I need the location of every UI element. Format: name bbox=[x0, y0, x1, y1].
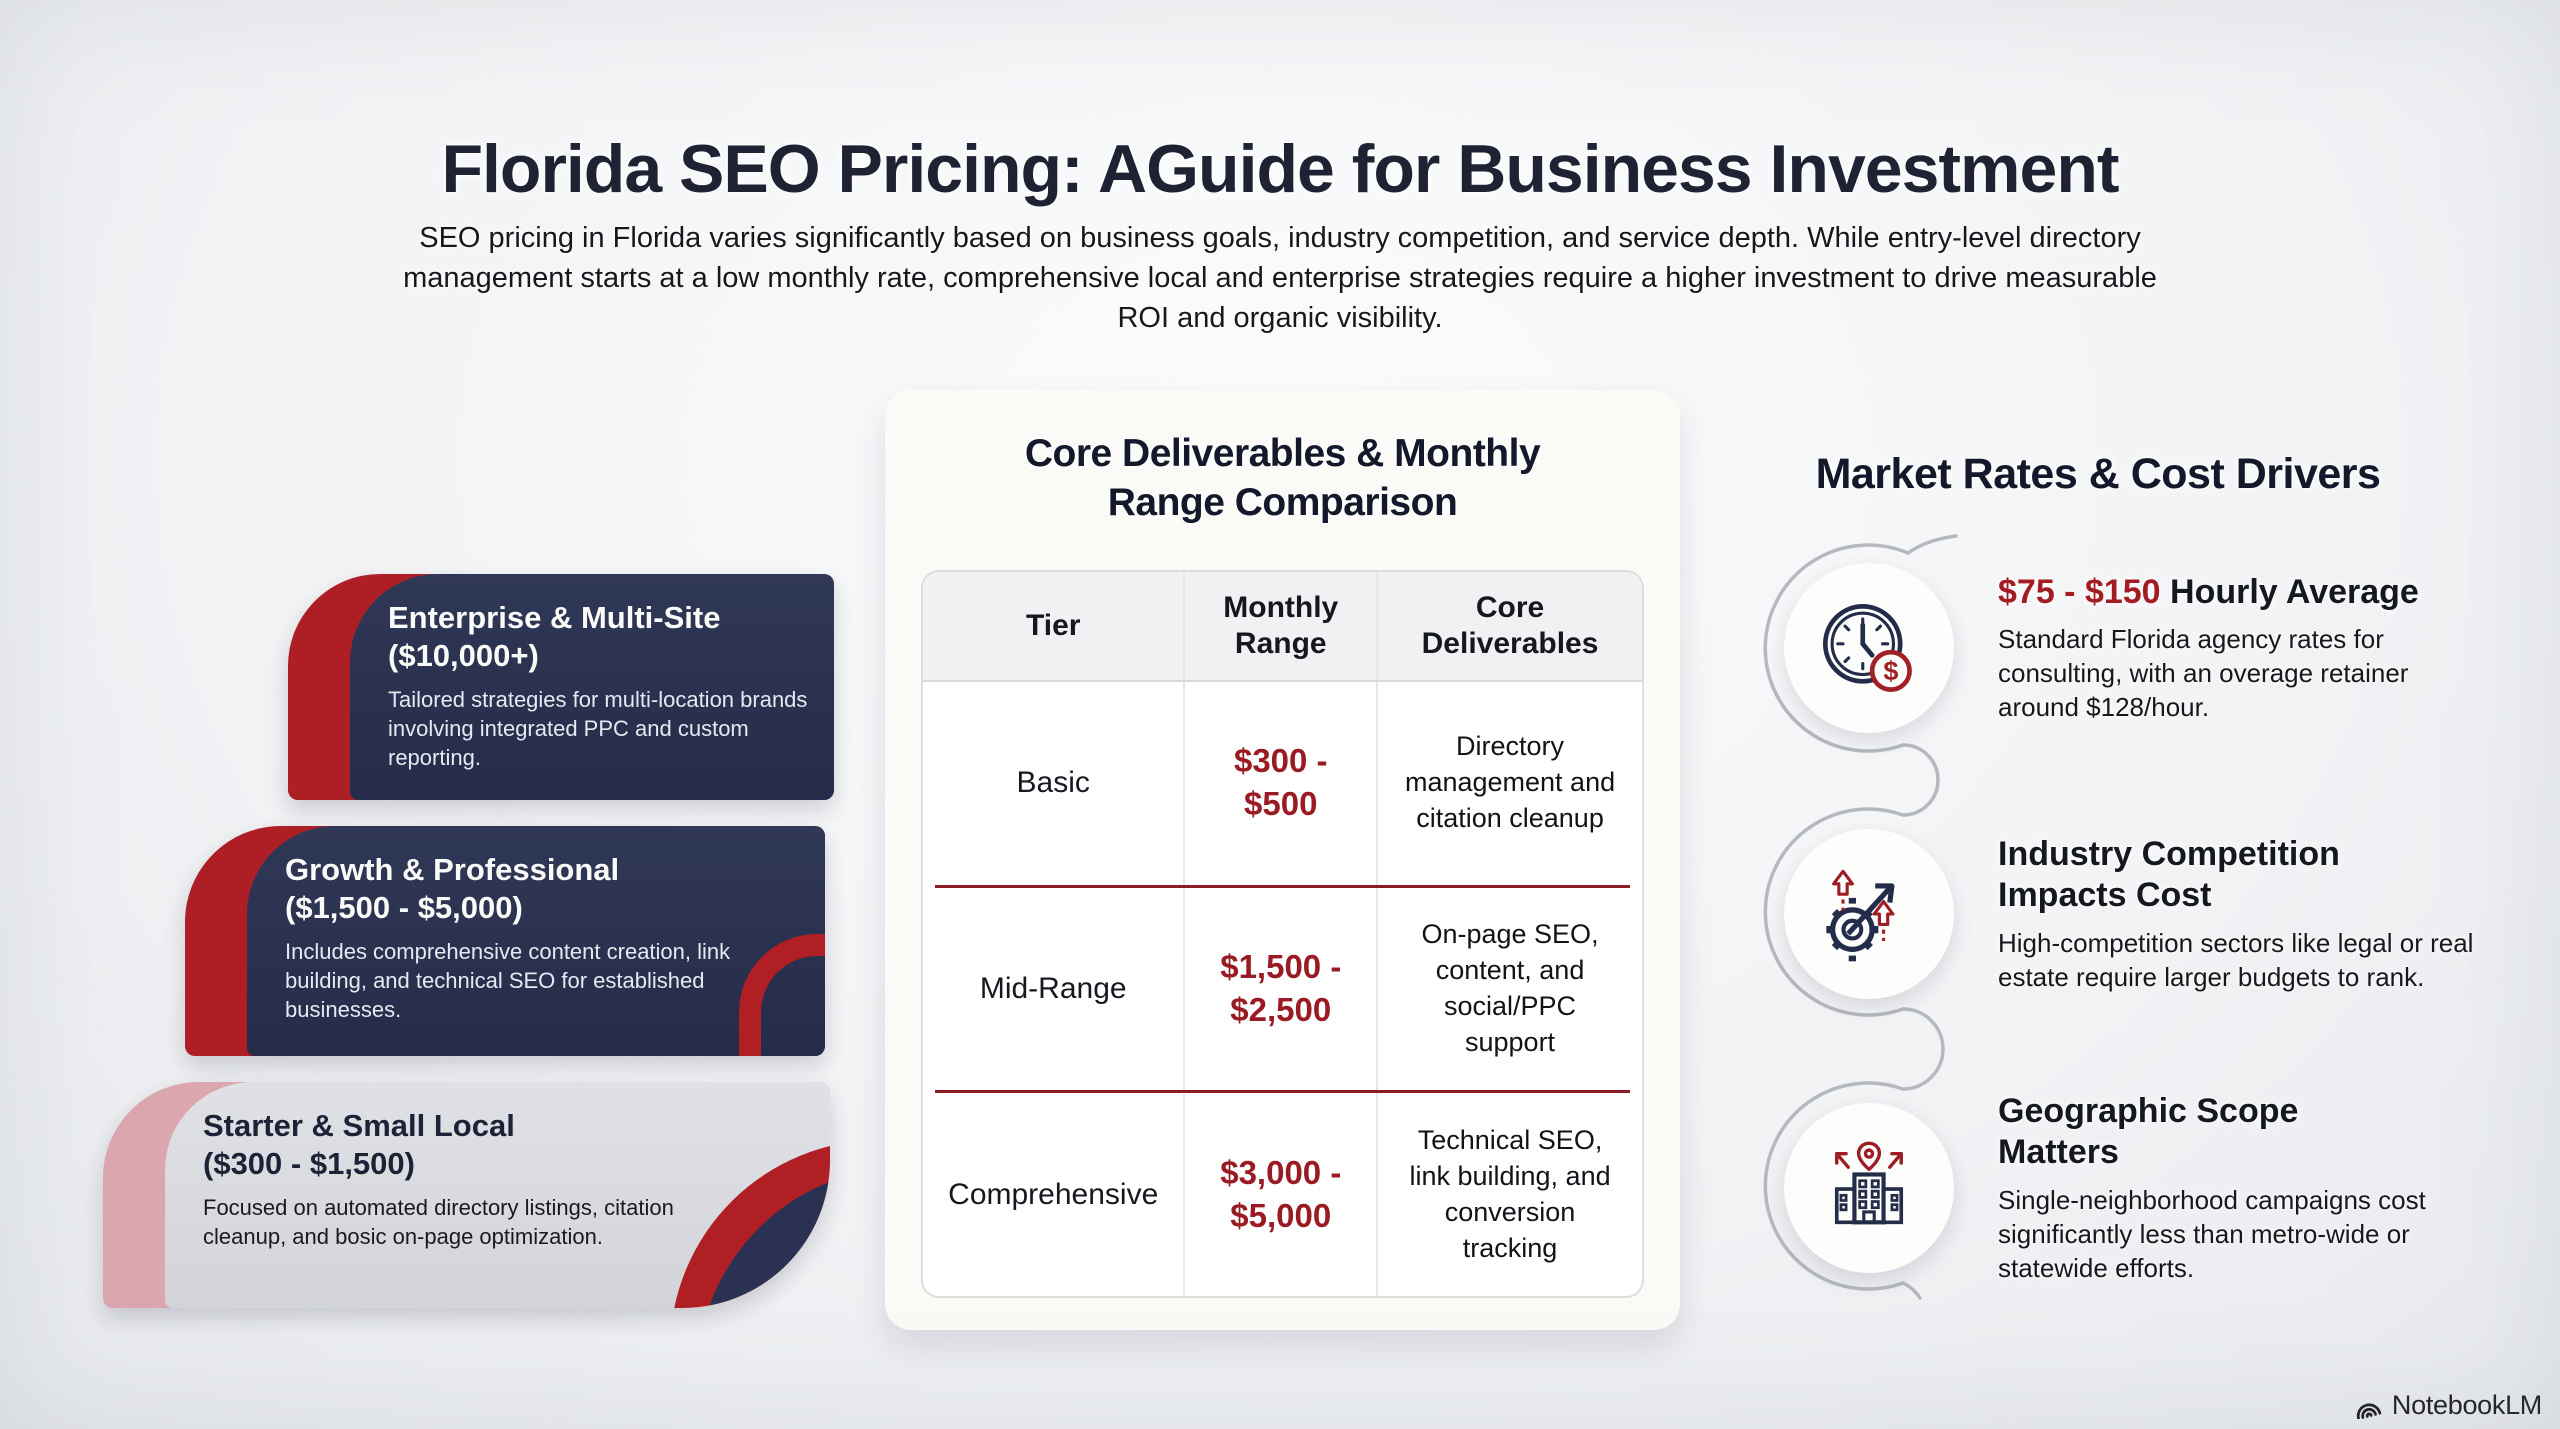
page-title: Florida SEO Pricing: AGuide for Business… bbox=[441, 130, 2119, 207]
deliverables-cell: On-page SEO, content, and social/PPC sup… bbox=[1421, 919, 1599, 1057]
row-divider bbox=[935, 1090, 1630, 1094]
range-cell: $3,000 - $5,000 bbox=[1220, 1153, 1342, 1234]
table-row: Basic $300 - $500 Directory management a… bbox=[923, 682, 1642, 885]
comparison-panel: Core Deliverables & Monthly Range Compar… bbox=[885, 390, 1680, 1330]
tier-name: Enterprise & Multi-Site bbox=[388, 600, 721, 635]
tier-name: Starter & Small Local bbox=[203, 1108, 515, 1143]
tier-price: ($10,000+) bbox=[388, 637, 539, 673]
deliverables-cell: Directory management and citation cleanu… bbox=[1404, 731, 1616, 834]
market-item-body: Single-neighborhood campaigns cost signi… bbox=[1998, 1184, 2426, 1283]
market-item-title: $75 - $150 Hourly Average bbox=[1998, 572, 2419, 611]
tier-card-title: Enterprise & Multi-Site ($10,000+) bbox=[388, 599, 820, 675]
notebooklm-watermark: NotebookLM bbox=[2353, 1390, 2542, 1421]
page-subtitle: SEO pricing in Florida varies significan… bbox=[0, 218, 2560, 338]
timeline-connector bbox=[1763, 534, 1958, 1300]
market-item-body: High-competition sectors like legal or r… bbox=[1998, 927, 2474, 992]
tier-card-title: Growth & Professional ($1,500 - $5,000) bbox=[285, 851, 811, 927]
gear-growth-icon bbox=[1826, 869, 1895, 962]
column-header-monthly-range: Monthly Range bbox=[1185, 572, 1379, 680]
table-header-row: Tier Monthly Range Core Deliverables bbox=[923, 572, 1642, 682]
tier-description: Tailored strategies for multi-location b… bbox=[388, 686, 808, 771]
subtitle-line: ROI and organic visibility. bbox=[1117, 302, 1443, 334]
column-header-tier: Tier bbox=[923, 572, 1186, 680]
range-cell: $1,500 - $2,500 bbox=[1220, 948, 1342, 1028]
tier-card-panel bbox=[350, 574, 834, 800]
notebooklm-label: NotebookLM bbox=[2391, 1390, 2542, 1420]
tier-card-panel bbox=[247, 826, 825, 1056]
market-item-industry-competition: Industry Competition Impacts Cost High-c… bbox=[1784, 824, 2490, 1004]
notebooklm-logo-icon bbox=[2356, 1403, 2382, 1419]
market-item-body: Standard Florida agency rates for consul… bbox=[1998, 624, 2409, 723]
tier-cell: Comprehensive bbox=[948, 1177, 1159, 1211]
tier-name: Growth & Professional bbox=[285, 852, 620, 887]
comparison-table: Tier Monthly Range Core Deliverables Bas… bbox=[921, 570, 1644, 1298]
buildings-pin-icon bbox=[1834, 1141, 1904, 1225]
row-divider bbox=[935, 884, 1630, 888]
tier-price: ($300 - $1,500) bbox=[203, 1145, 415, 1181]
range-cell: $300 - $500 bbox=[1233, 742, 1328, 823]
deliverables-cell: Technical SEO, link building, and conver… bbox=[1409, 1124, 1611, 1263]
tier-cell: Mid-Range bbox=[979, 972, 1127, 1005]
table-row: Mid-Range $1,500 - $2,500 On-page SEO, c… bbox=[923, 887, 1642, 1091]
column-header-core-deliverables: Core Deliverables bbox=[1421, 591, 1599, 660]
market-item-title: Industry Competition Impacts Cost bbox=[1998, 834, 2340, 915]
tier-card-enterprise: Enterprise & Multi-Site ($10,000+) Tailo… bbox=[288, 574, 834, 800]
tier-card-title: Starter & Small Local ($300 - $1,500) bbox=[203, 1107, 816, 1183]
market-item-geographic-scope: Geographic Scope Matters Single-neighbor… bbox=[1784, 1092, 2490, 1283]
table-row: Comprehensive $3,000 - $5,000 Technical … bbox=[923, 1093, 1642, 1296]
tier-cell: Basic bbox=[1016, 766, 1090, 800]
market-item-hourly-average: $ $75 - $150 Hourly Average Standard Flo… bbox=[1784, 562, 2490, 734]
tier-description: Focused on automated directory listings,… bbox=[203, 1194, 674, 1249]
tier-price: ($1,500 - $5,000) bbox=[285, 889, 523, 925]
svg-text:$: $ bbox=[1883, 656, 1898, 686]
tier-card-starter: Starter & Small Local ($300 - $1,500) Fo… bbox=[103, 1082, 830, 1308]
tier-description: Includes comprehensive content creation,… bbox=[285, 938, 731, 1023]
price-highlight: $75 - $150 bbox=[1998, 572, 2161, 611]
market-item-title: Geographic Scope Matters bbox=[1998, 1091, 2299, 1172]
subtitle-line: management starts at a low monthly rate,… bbox=[403, 262, 2157, 294]
comparison-title: Core Deliverables & Monthly Range Compar… bbox=[1024, 432, 1541, 524]
tier-card-growth: Growth & Professional ($1,500 - $5,000) … bbox=[185, 826, 825, 1056]
market-heading: Market Rates & Cost Drivers bbox=[1815, 450, 2381, 498]
clock-dollar-icon: $ bbox=[1822, 604, 1912, 692]
subtitle-line: SEO pricing in Florida varies significan… bbox=[419, 222, 2141, 254]
